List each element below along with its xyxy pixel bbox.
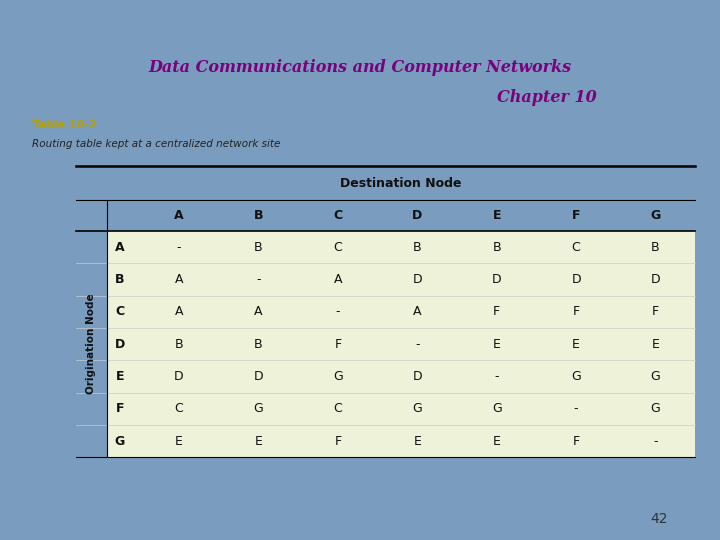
Bar <box>107 295 696 328</box>
Text: F: F <box>115 402 124 415</box>
Text: D: D <box>412 209 423 222</box>
Text: G: G <box>333 370 343 383</box>
Text: C: C <box>333 209 343 222</box>
Text: D: D <box>571 273 581 286</box>
Text: B: B <box>115 273 125 286</box>
Text: E: E <box>492 209 501 222</box>
Text: -: - <box>415 338 420 350</box>
Text: F: F <box>572 305 580 318</box>
Text: A: A <box>115 241 125 254</box>
Text: A: A <box>254 305 263 318</box>
Text: Origination Node: Origination Node <box>86 294 96 394</box>
Text: -: - <box>336 305 340 318</box>
Text: A: A <box>413 305 421 318</box>
Bar <box>107 393 696 425</box>
Bar <box>107 360 696 393</box>
Text: G: G <box>413 402 422 415</box>
Text: -: - <box>177 241 181 254</box>
Text: F: F <box>334 338 341 350</box>
Text: B: B <box>651 241 660 254</box>
Text: Table 10-2: Table 10-2 <box>32 120 96 130</box>
Text: G: G <box>492 402 502 415</box>
Text: -: - <box>653 435 658 448</box>
Text: B: B <box>492 241 501 254</box>
Text: D: D <box>492 273 501 286</box>
Text: G: G <box>114 435 125 448</box>
Text: A: A <box>175 305 184 318</box>
Bar <box>107 425 696 457</box>
Text: B: B <box>254 241 263 254</box>
Text: E: E <box>652 338 660 350</box>
Text: Chapter 10: Chapter 10 <box>498 89 597 106</box>
Text: E: E <box>572 338 580 350</box>
Text: 42: 42 <box>650 512 667 526</box>
Text: G: G <box>571 370 581 383</box>
Text: B: B <box>253 209 264 222</box>
Text: B: B <box>175 338 184 350</box>
Text: D: D <box>413 370 422 383</box>
Text: A: A <box>174 209 184 222</box>
Text: Data Communications and Computer Networks: Data Communications and Computer Network… <box>148 59 572 76</box>
Text: -: - <box>495 370 499 383</box>
Text: C: C <box>572 241 580 254</box>
Text: G: G <box>253 402 264 415</box>
Text: E: E <box>492 338 500 350</box>
Text: F: F <box>334 435 341 448</box>
Text: D: D <box>651 273 660 286</box>
Text: E: E <box>254 435 262 448</box>
Bar <box>107 264 696 295</box>
Text: F: F <box>652 305 659 318</box>
Text: C: C <box>333 402 342 415</box>
Text: G: G <box>650 209 661 222</box>
Text: C: C <box>115 305 125 318</box>
Bar <box>107 231 696 264</box>
Text: C: C <box>175 402 184 415</box>
Text: A: A <box>333 273 342 286</box>
Text: D: D <box>114 338 125 350</box>
Text: F: F <box>572 209 580 222</box>
Text: C: C <box>333 241 342 254</box>
Text: Destination Node: Destination Node <box>340 177 462 190</box>
Text: G: G <box>651 370 660 383</box>
Bar <box>107 328 696 360</box>
Text: D: D <box>253 370 264 383</box>
Text: B: B <box>254 338 263 350</box>
Text: D: D <box>174 370 184 383</box>
Text: E: E <box>413 435 421 448</box>
Text: F: F <box>572 435 580 448</box>
Text: E: E <box>115 370 124 383</box>
Text: A: A <box>175 273 184 286</box>
Text: Routing table kept at a centralized network site: Routing table kept at a centralized netw… <box>32 139 280 150</box>
Text: D: D <box>413 273 422 286</box>
Text: E: E <box>175 435 183 448</box>
Text: G: G <box>651 402 660 415</box>
Text: E: E <box>492 435 500 448</box>
Text: B: B <box>413 241 422 254</box>
Text: -: - <box>574 402 578 415</box>
Text: -: - <box>256 273 261 286</box>
Text: F: F <box>493 305 500 318</box>
